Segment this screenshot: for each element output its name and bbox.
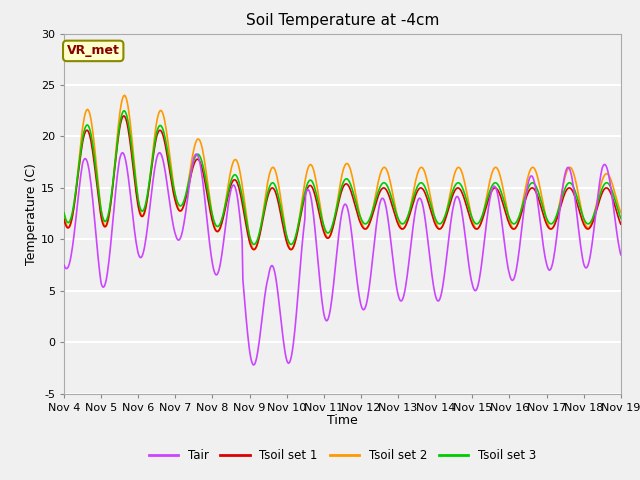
Tsoil set 1 — [120, 113, 127, 119]
Line: Tsoil set 3: Tsoil set 3 — [64, 111, 621, 244]
Tsoil set 3 — [120, 108, 128, 114]
Tsoil set 3 — [617, 216, 625, 221]
Tsoil set 3 — [128, 148, 136, 154]
Tsoil set 3 — [70, 200, 78, 205]
Tair — [156, 150, 163, 156]
Tsoil set 1 — [428, 212, 436, 217]
Tsoil set 1 — [250, 247, 257, 252]
Tsoil set 2 — [214, 229, 222, 235]
Tsoil set 2 — [128, 138, 136, 144]
Tsoil set 1 — [128, 156, 136, 162]
Tair — [60, 262, 68, 268]
Tair — [617, 252, 625, 258]
Legend: Tair, Tsoil set 1, Tsoil set 2, Tsoil set 3: Tair, Tsoil set 1, Tsoil set 2, Tsoil se… — [144, 444, 541, 467]
Tsoil set 3 — [214, 224, 222, 229]
Tsoil set 2 — [60, 210, 68, 216]
Tair — [214, 270, 222, 276]
Y-axis label: Temperature (C): Temperature (C) — [25, 163, 38, 264]
Title: Soil Temperature at -4cm: Soil Temperature at -4cm — [246, 13, 439, 28]
Tsoil set 3 — [185, 179, 193, 185]
Tsoil set 3 — [428, 205, 436, 211]
Line: Tair: Tair — [64, 153, 621, 365]
Tsoil set 1 — [60, 216, 68, 222]
Tsoil set 2 — [251, 247, 259, 252]
Tsoil set 2 — [617, 210, 625, 216]
Tair — [70, 232, 78, 238]
Tsoil set 3 — [60, 210, 68, 216]
Tsoil set 2 — [70, 203, 78, 208]
Line: Tsoil set 2: Tsoil set 2 — [64, 96, 621, 250]
Tsoil set 3 — [412, 188, 419, 194]
Tsoil set 1 — [185, 183, 193, 189]
Tsoil set 2 — [428, 202, 436, 207]
Tsoil set 2 — [412, 178, 419, 184]
Tsoil set 1 — [214, 228, 222, 234]
Text: VR_met: VR_met — [67, 44, 120, 58]
Tsoil set 1 — [70, 203, 78, 209]
Tsoil set 1 — [412, 192, 419, 198]
Tsoil set 2 — [120, 93, 128, 98]
X-axis label: Time: Time — [327, 414, 358, 427]
Tair — [428, 271, 436, 277]
Tair — [185, 187, 193, 193]
Tsoil set 3 — [287, 241, 295, 247]
Tsoil set 2 — [185, 177, 193, 182]
Tsoil set 1 — [617, 221, 625, 227]
Tair — [127, 201, 135, 206]
Tair — [250, 362, 257, 368]
Tair — [412, 207, 419, 213]
Line: Tsoil set 1: Tsoil set 1 — [64, 116, 621, 250]
